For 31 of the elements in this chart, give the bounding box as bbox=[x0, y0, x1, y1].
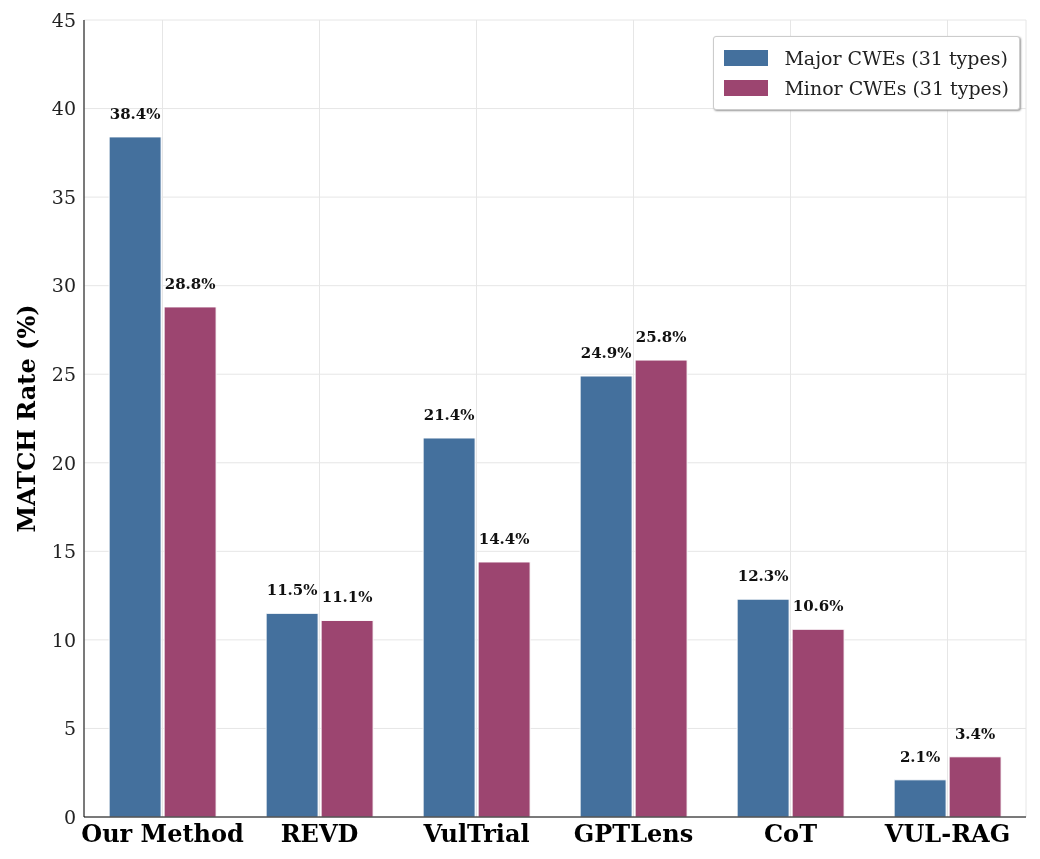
y-tick-label: 45 bbox=[51, 8, 76, 31]
y-tick-label: 10 bbox=[51, 628, 76, 651]
y-tick-label: 30 bbox=[51, 274, 76, 297]
data-label: 2.1% bbox=[899, 747, 941, 766]
x-tick-label: Our Method bbox=[81, 819, 244, 849]
data-label: 38.4% bbox=[109, 104, 161, 123]
y-tick-label: 40 bbox=[51, 97, 76, 120]
y-axis-title: MATCH Rate (%) bbox=[11, 304, 41, 533]
data-label: 11.1% bbox=[321, 588, 373, 607]
data-label: 10.6% bbox=[792, 597, 844, 616]
x-tick-label: VulTrial bbox=[422, 819, 530, 849]
data-label: 3.4% bbox=[954, 724, 996, 743]
y-tick-label: 20 bbox=[51, 451, 76, 474]
legend-label: Minor CWEs (31 types) bbox=[784, 76, 1009, 101]
y-tick-label: 5 bbox=[63, 717, 76, 740]
x-tick-label: GPTLens bbox=[573, 819, 694, 849]
x-tick-label: CoT bbox=[764, 819, 818, 849]
y-tick-label: 15 bbox=[51, 540, 76, 563]
data-label: 28.8% bbox=[164, 274, 216, 293]
data-label: 11.5% bbox=[266, 581, 318, 600]
data-label: 21.4% bbox=[423, 405, 475, 424]
y-tick-label: 35 bbox=[51, 185, 76, 208]
data-label: 14.4% bbox=[478, 529, 530, 548]
legend-label: Major CWEs (31 types) bbox=[784, 46, 1008, 71]
data-label: 12.3% bbox=[737, 567, 789, 586]
x-tick-label: VUL-RAG bbox=[883, 819, 1011, 849]
data-label: 25.8% bbox=[635, 328, 687, 347]
data-label: 24.9% bbox=[580, 343, 632, 362]
x-tick-label: REVD bbox=[280, 819, 359, 849]
y-tick-label: 0 bbox=[63, 805, 76, 828]
y-tick-label: 25 bbox=[51, 362, 76, 385]
